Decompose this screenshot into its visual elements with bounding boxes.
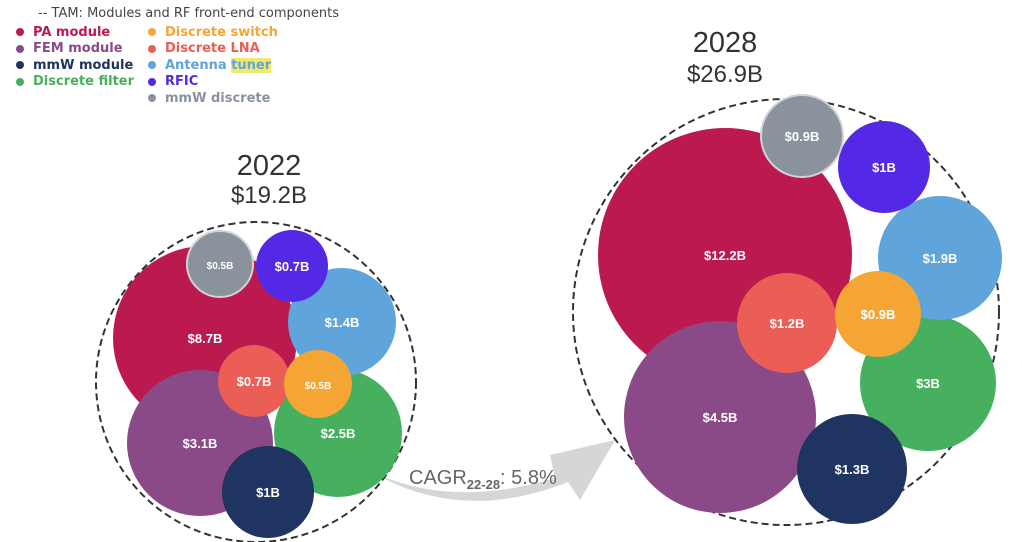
bubble-discrete-lna [218, 345, 290, 417]
legend-label: mmW module [33, 57, 134, 73]
bubble-value-label: $1.9B [923, 251, 958, 266]
year-label: 2028 [693, 27, 758, 59]
legend-dot [16, 61, 24, 70]
legend-item-mmw-discrete: mmW discrete [148, 90, 278, 107]
bubble-mmw-discrete [186, 230, 254, 298]
bubble-mmw-discrete [760, 94, 844, 178]
cagr-arrow [368, 440, 615, 501]
bubble-discrete-switch [835, 271, 921, 357]
legend-label: mmW discrete [165, 90, 271, 106]
bubble-value-label: $0.9B [785, 129, 820, 144]
bubble-value-label: $3B [916, 376, 940, 391]
bubble-value-label: $3.1B [183, 436, 218, 451]
legend-column-1: PA module FEM module mmW module Discrete… [16, 24, 134, 90]
legend-item-pa-module: PA module [16, 24, 134, 41]
legend-dot [148, 44, 156, 53]
legend-dot [16, 77, 24, 86]
legend-dot [16, 28, 24, 37]
bubble-value-label: $2.5B [321, 426, 356, 441]
legend-dot [148, 28, 156, 37]
bubble-value-label: $0.9B [861, 307, 896, 322]
bubble-mmw-module [222, 446, 314, 538]
legend-item-fem-module: FEM module [16, 41, 134, 58]
legend-item-rfic: RFIC [148, 74, 278, 91]
legend-label: Discrete filter [33, 74, 135, 90]
bubble-value-label: $1.3B [835, 462, 870, 477]
bubble-value-label: $4.5B [703, 410, 738, 425]
total-label: $19.2B [231, 182, 307, 209]
bubble-antenna-tuner [288, 268, 396, 376]
bubble-value-label: $1.2B [770, 316, 805, 331]
bubble-discrete-switch [284, 350, 352, 418]
bubble-rfic [256, 230, 328, 302]
legend-column-2: Discrete switch Discrete LNA Antenna tun… [148, 24, 278, 107]
bubble-value-label: $12.2B [704, 248, 746, 263]
bubble-value-label: $0.5B [305, 381, 332, 392]
bubble-value-label: $1.4B [325, 315, 360, 330]
legend-label: Discrete switch [165, 24, 278, 40]
legend-dot [148, 61, 156, 70]
year-group-2028: 2028$26.9B $12.2B $4.5B $3B $1.9B $1.3B $1B $0.… [572, 27, 1002, 526]
legend-item-antenna-tuner: Antenna tuner [148, 57, 278, 74]
legend-label: RFIC [165, 74, 199, 90]
legend-label: PA module [33, 24, 111, 40]
legend-label: Antenna tuner [165, 57, 272, 73]
bubble-discrete-lna [737, 273, 837, 373]
bubble-mmw-module [797, 414, 907, 524]
bubble-value-label: $8.7B [188, 331, 223, 346]
bubble-value-label: $0.7B [237, 374, 272, 389]
legend-label: FEM module [33, 41, 123, 57]
bubble-rfic [838, 121, 930, 213]
legend-title: -- TAM: Modules and RF front-end compone… [38, 6, 340, 21]
year-group-2022: 2022$19.2B $8.7B $3.1B $2.5B $1.4B $1B $0.7B $0… [95, 150, 417, 542]
legend-dot [148, 77, 156, 86]
bubble-value-label: $0.7B [275, 259, 310, 274]
legend-item-discrete-filter: Discrete filter [16, 74, 134, 91]
outer-dashed-circle [95, 221, 417, 542]
legend-item-mmw-module: mmW module [16, 57, 134, 74]
bubble-value-label: $1B [256, 485, 280, 500]
bubble-value-label: $0.5B [207, 261, 234, 272]
year-label: 2022 [237, 150, 302, 182]
legend-item-discrete-switch: Discrete switch [148, 24, 278, 41]
cagr-label: CAGR22-28: 5.8% [409, 467, 557, 492]
legend-item-discrete-lna: Discrete LNA [148, 41, 278, 58]
legend-dot [148, 94, 156, 103]
legend-dot [16, 44, 24, 53]
legend-label: Discrete LNA [165, 41, 260, 57]
total-label: $26.9B [687, 61, 763, 88]
bubble-value-label: $1B [872, 160, 896, 175]
